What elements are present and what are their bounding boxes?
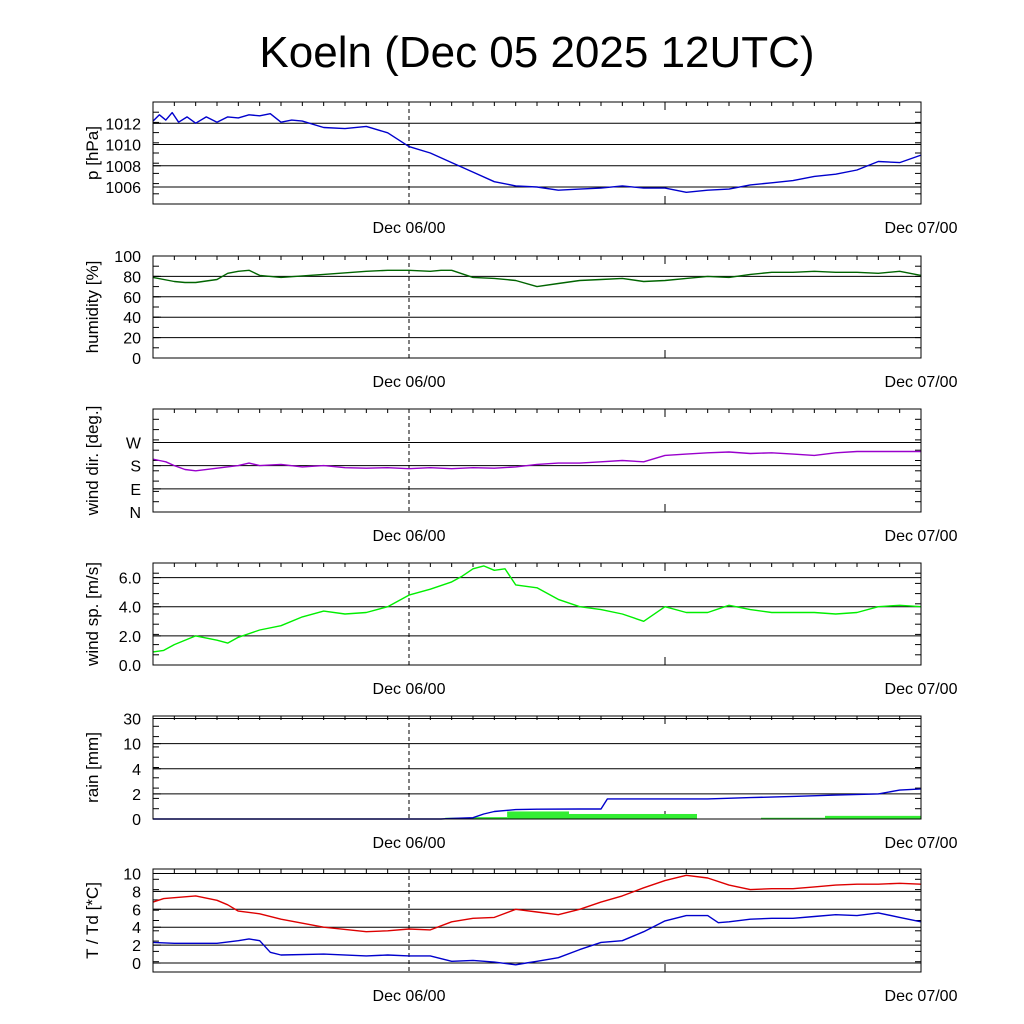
ytick-label-humidity: 0 <box>132 351 141 368</box>
ytick-label-temperature: 6 <box>132 902 141 919</box>
ytick-label-temperature: 4 <box>132 920 141 937</box>
ylabel-temperature: T / Td [*C] <box>83 882 102 959</box>
xtick-label: Dec 07/00 <box>885 528 958 545</box>
ytick-label-wind_speed: 0.0 <box>119 658 141 675</box>
panel-frame <box>152 101 922 205</box>
xtick-label: Dec 07/00 <box>885 681 958 698</box>
series-line-pressure-p <box>152 111 922 194</box>
panel-rain: 0 2 4 10 30 rain [mm] Dec 06/00 Dec 07/00 <box>83 712 958 852</box>
ytick-label-wind_direction: E <box>130 482 141 499</box>
series-line-wind_speed-ff <box>152 565 922 653</box>
ytick-label-wind_speed: 4.0 <box>119 600 141 617</box>
ytick-label-wind_direction: S <box>130 459 141 476</box>
ytick-label-rain: 10 <box>123 737 141 754</box>
ytick-label-wind_direction: W <box>126 435 142 452</box>
xtick-label: Dec 06/00 <box>373 835 446 852</box>
ytick-label-pressure: 1012 <box>105 116 141 133</box>
xtick-label: Dec 07/00 <box>885 988 958 1005</box>
xtick-label: Dec 06/00 <box>373 374 446 391</box>
rain-bar <box>761 817 825 819</box>
panel-humidity: 0 20 40 60 80 100 humidity [%] Dec 06/00 Dec 07/… <box>83 249 958 391</box>
ytick-label-temperature: 0 <box>132 956 141 973</box>
ytick-label-humidity: 60 <box>123 290 141 307</box>
panel-frame <box>152 408 922 513</box>
ytick-label-pressure: 1008 <box>105 159 141 176</box>
xtick-label: Dec 07/00 <box>885 835 958 852</box>
ytick-label-wind_direction: N <box>129 505 141 522</box>
ytick-label-temperature: 8 <box>132 884 141 901</box>
rain-bar <box>825 815 921 819</box>
ytick-label-rain: 30 <box>123 712 141 729</box>
series-line-temperature-T <box>152 874 922 933</box>
ylabel-pressure: p [hPa] <box>83 126 102 180</box>
ylabel-wind_direction: wind dir. [deg.] <box>83 406 102 517</box>
panel-frame <box>152 562 922 666</box>
chart-title: Koeln (Dec 05 2025 12UTC) <box>259 28 814 77</box>
panel-frame <box>152 715 922 820</box>
ylabel-wind_speed: wind sp. [m/s] <box>83 562 102 667</box>
xtick-label: Dec 07/00 <box>885 374 958 391</box>
xtick-label: Dec 06/00 <box>373 220 446 237</box>
panel-frame <box>152 868 922 973</box>
panel-frame <box>152 255 922 359</box>
ytick-label-pressure: 1006 <box>105 180 141 197</box>
panel-wind_speed: 0.0 2.0 4.0 6.0 wind sp. [m/s] Dec 06/00 Dec 0… <box>83 562 958 698</box>
series-line-humidity-rh <box>152 269 922 288</box>
ylabel-humidity: humidity [%] <box>83 261 102 354</box>
xtick-label: Dec 06/00 <box>373 681 446 698</box>
series-line-wind_direction-dd <box>152 450 921 472</box>
ytick-label-wind_speed: 6.0 <box>119 571 141 588</box>
ytick-label-humidity: 40 <box>123 310 141 327</box>
series-line-temperature-Td <box>152 912 922 966</box>
ytick-label-humidity: 80 <box>123 269 141 286</box>
rain-bar <box>507 811 569 819</box>
ytick-label-humidity: 20 <box>123 331 141 348</box>
ytick-label-pressure: 1010 <box>105 138 141 155</box>
xtick-label: Dec 07/00 <box>885 220 958 237</box>
ylabel-rain: rain [mm] <box>83 732 102 803</box>
ytick-label-rain: 4 <box>132 762 141 779</box>
ytick-label-temperature: 2 <box>132 938 141 955</box>
ytick-label-temperature: 10 <box>123 866 141 883</box>
ytick-label-rain: 2 <box>132 787 141 804</box>
series-line-rain-cumulative <box>153 788 922 820</box>
ytick-label-wind_speed: 2.0 <box>119 629 141 646</box>
rain-bar <box>569 813 697 819</box>
xtick-label: Dec 06/00 <box>373 988 446 1005</box>
rain-bar <box>473 817 508 819</box>
ytick-label-rain: 0 <box>132 812 141 829</box>
ytick-label-humidity: 100 <box>114 249 141 266</box>
xtick-label: Dec 06/00 <box>373 528 446 545</box>
